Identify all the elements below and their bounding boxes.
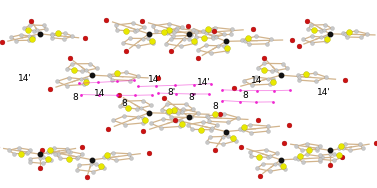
Text: 8': 8' — [188, 93, 196, 102]
Text: 8: 8 — [72, 93, 78, 102]
Text: 8: 8 — [212, 102, 218, 111]
Text: 14: 14 — [94, 89, 106, 99]
Text: 14': 14' — [18, 74, 31, 83]
Text: 14: 14 — [251, 76, 262, 85]
Text: 14': 14' — [197, 78, 210, 87]
Text: 8: 8 — [121, 99, 127, 108]
Text: 8: 8 — [242, 91, 248, 100]
Text: 14': 14' — [317, 88, 331, 97]
Text: 8': 8' — [167, 88, 176, 97]
Text: 14': 14' — [148, 75, 161, 84]
